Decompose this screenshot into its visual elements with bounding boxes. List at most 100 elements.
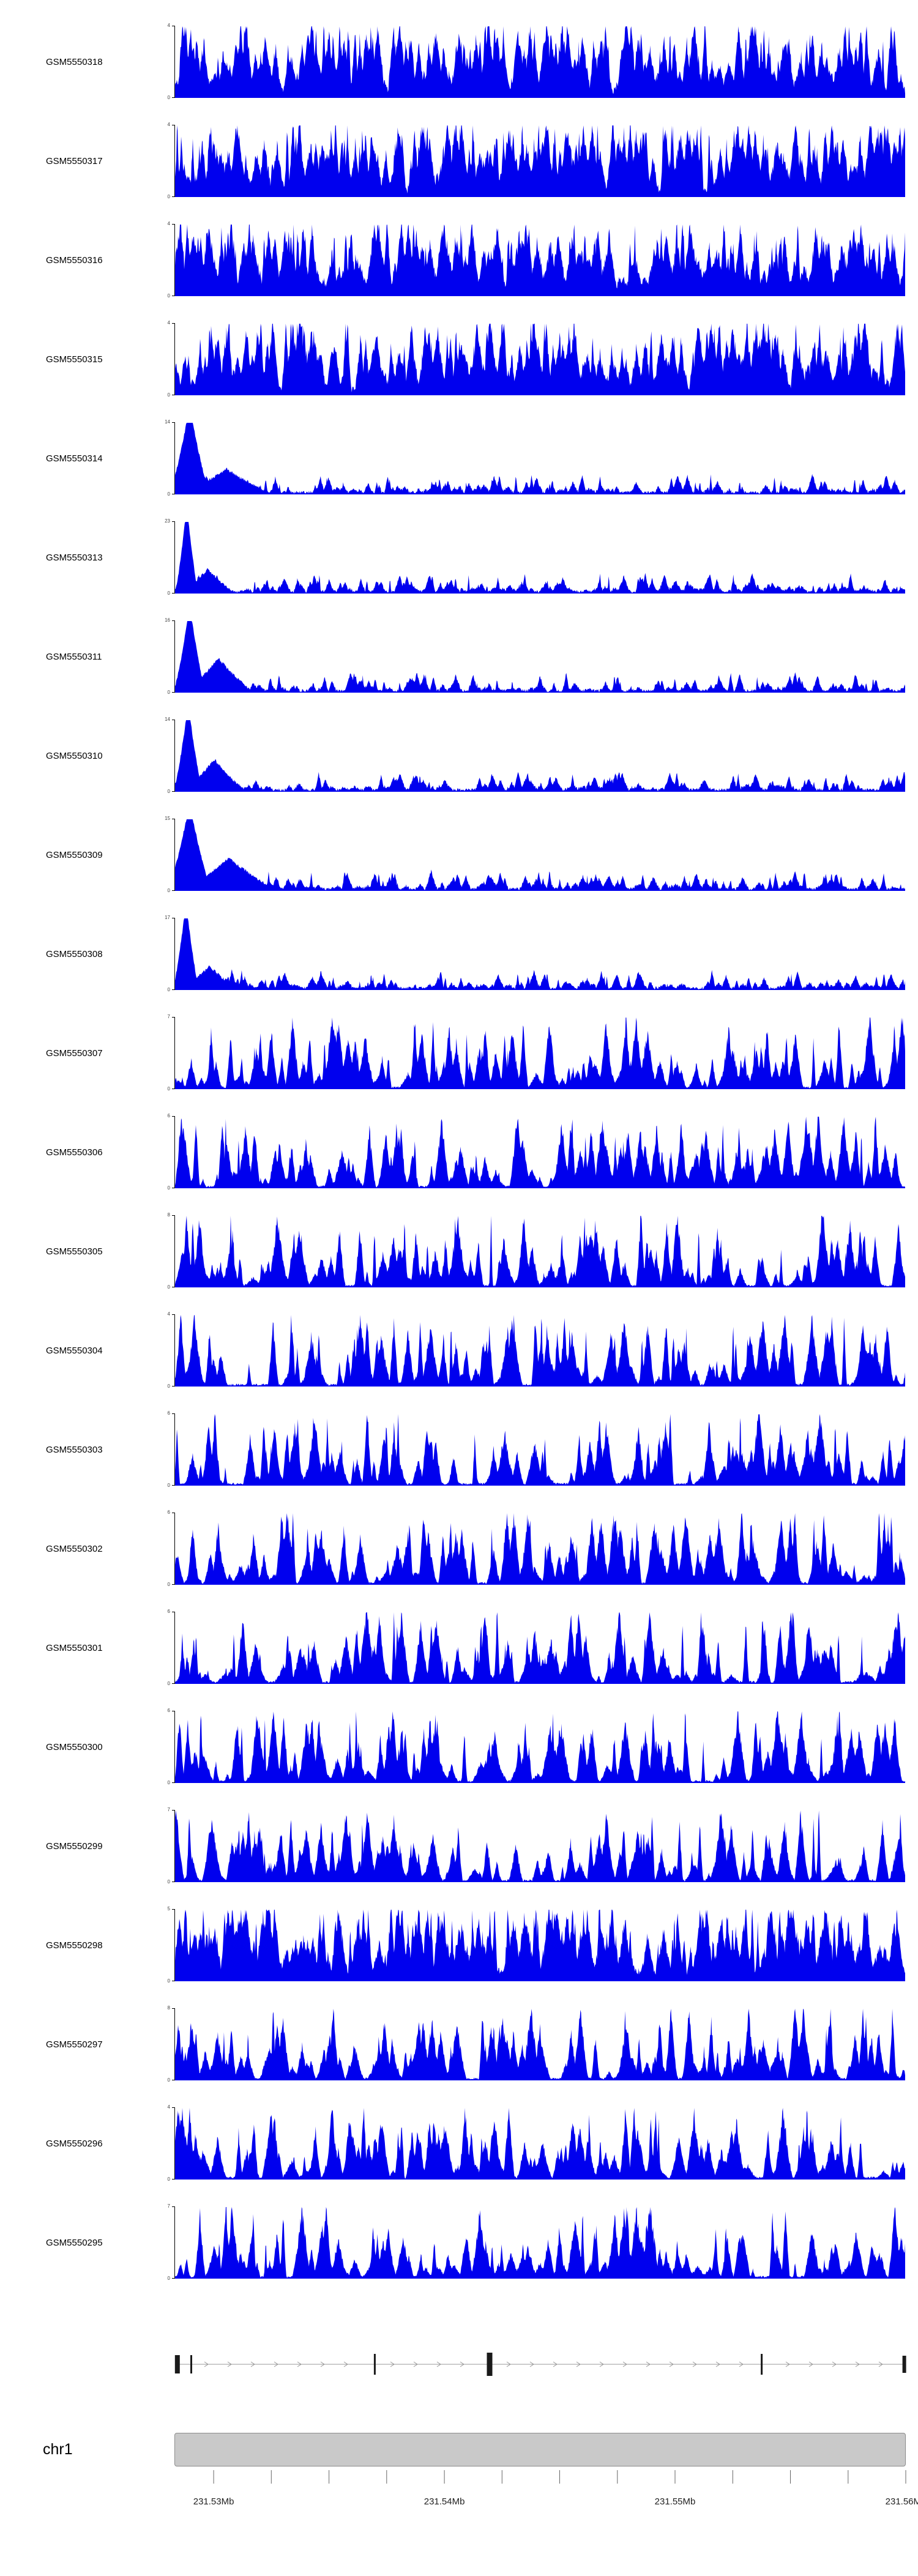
signal-area bbox=[175, 2009, 906, 2080]
strand-arrow-icon bbox=[878, 2361, 883, 2367]
y-zero-label: 0 bbox=[167, 1483, 170, 1488]
signal-svg bbox=[175, 1018, 906, 1089]
signal-plot bbox=[174, 620, 906, 693]
strand-arrow-icon bbox=[715, 2361, 720, 2367]
y-zero-label: 0 bbox=[167, 1780, 170, 1785]
y-max-label: 4 bbox=[167, 23, 170, 28]
coverage-track-row: GSM5550316 4 0 bbox=[0, 221, 918, 299]
signal-plot bbox=[174, 918, 906, 990]
sample-label: GSM5550316 bbox=[46, 255, 103, 266]
signal-svg bbox=[175, 819, 906, 891]
coverage-track-row: GSM5550299 7 0 bbox=[0, 1807, 918, 1885]
y-zero-label: 0 bbox=[167, 2176, 170, 2182]
signal-area bbox=[175, 720, 906, 792]
chromosome-ideogram bbox=[174, 2433, 906, 2466]
signal-area bbox=[175, 1414, 906, 1486]
signal-plot bbox=[174, 1017, 906, 1089]
y-axis-top-tick bbox=[172, 620, 174, 621]
signal-svg bbox=[175, 720, 906, 792]
strand-arrow-icon bbox=[390, 2361, 395, 2367]
signal-plot bbox=[174, 521, 906, 594]
signal-svg bbox=[175, 225, 906, 296]
signal-svg bbox=[175, 1711, 906, 1783]
signal-svg bbox=[175, 2207, 906, 2279]
sample-label: GSM5550297 bbox=[46, 2039, 103, 2050]
y-axis-bottom-tick bbox=[172, 1386, 174, 1387]
sample-label: GSM5550295 bbox=[46, 2237, 103, 2248]
signal-area bbox=[175, 1811, 906, 1882]
y-zero-label: 0 bbox=[167, 293, 170, 299]
track-y-axis: 16 0 bbox=[156, 618, 174, 695]
signal-plot bbox=[174, 224, 906, 296]
signal-plot bbox=[174, 323, 906, 395]
strand-arrow-icon bbox=[274, 2361, 278, 2367]
y-zero-label: 0 bbox=[167, 1086, 170, 1092]
y-max-label: 15 bbox=[165, 816, 170, 821]
y-max-label: 6 bbox=[167, 1113, 170, 1119]
y-zero-label: 0 bbox=[167, 1879, 170, 1885]
signal-plot bbox=[174, 720, 906, 792]
axis-label: 231.54Mb bbox=[424, 2496, 465, 2507]
sample-label: GSM5550309 bbox=[46, 849, 103, 860]
strand-arrow-icon bbox=[436, 2361, 441, 2367]
gene-model-track bbox=[0, 2334, 918, 2395]
y-max-label: 4 bbox=[167, 1311, 170, 1317]
strand-arrow-icon bbox=[785, 2361, 790, 2367]
y-max-label: 4 bbox=[167, 320, 170, 326]
sample-label: GSM5550298 bbox=[46, 1940, 103, 1951]
y-zero-label: 0 bbox=[167, 1284, 170, 1290]
sample-label: GSM5550303 bbox=[46, 1444, 103, 1455]
signal-area bbox=[175, 2108, 906, 2180]
y-axis-top-tick bbox=[172, 2107, 174, 2108]
coverage-track-row: GSM5550310 14 0 bbox=[0, 717, 918, 794]
strand-arrow-icon bbox=[413, 2361, 418, 2367]
signal-plot bbox=[174, 1612, 906, 1684]
sample-label: GSM5550302 bbox=[46, 1543, 103, 1554]
y-zero-label: 0 bbox=[167, 194, 170, 199]
y-max-label: 14 bbox=[165, 717, 170, 722]
coverage-track-row: GSM5550317 4 0 bbox=[0, 122, 918, 199]
y-max-label: 6 bbox=[167, 1609, 170, 1614]
y-axis-bottom-tick bbox=[172, 2278, 174, 2279]
coverage-track-row: GSM5550307 7 0 bbox=[0, 1014, 918, 1092]
exon-box bbox=[761, 2354, 763, 2375]
coverage-track-row: GSM5550303 6 0 bbox=[0, 1410, 918, 1488]
y-max-label: 5 bbox=[167, 1906, 170, 1912]
signal-area bbox=[175, 1018, 906, 1089]
coverage-tracks-section: GSM5550318 4 0 GSM5550317 4 0 GSM5550316 4 0 GSM5… bbox=[0, 23, 918, 2281]
chromosome-ideogram-row: chr1 bbox=[0, 2433, 918, 2466]
signal-area bbox=[175, 324, 906, 395]
signal-svg bbox=[175, 1612, 906, 1684]
track-y-axis: 15 0 bbox=[156, 816, 174, 893]
y-max-label: 8 bbox=[167, 1212, 170, 1218]
exon-box bbox=[487, 2353, 493, 2376]
y-axis-bottom-tick bbox=[172, 692, 174, 693]
coverage-track-row: GSM5550296 4 0 bbox=[0, 2104, 918, 2182]
signal-plot bbox=[174, 1215, 906, 1287]
signal-area bbox=[175, 26, 906, 98]
y-max-label: 4 bbox=[167, 2104, 170, 2110]
signal-svg bbox=[175, 2009, 906, 2080]
signal-area bbox=[175, 1513, 906, 1585]
y-axis-bottom-tick bbox=[172, 1584, 174, 1585]
sample-label: GSM5550315 bbox=[46, 354, 103, 365]
sample-label: GSM5550313 bbox=[46, 552, 103, 563]
y-axis-bottom-tick bbox=[172, 1683, 174, 1684]
strand-arrow-icon bbox=[297, 2361, 302, 2367]
signal-plot bbox=[174, 819, 906, 891]
signal-area bbox=[175, 1711, 906, 1783]
signal-area bbox=[175, 125, 906, 197]
exon-box bbox=[373, 2354, 376, 2375]
sample-label: GSM5550317 bbox=[46, 155, 103, 166]
coverage-track-row: GSM5550314 14 0 bbox=[0, 420, 918, 497]
y-zero-label: 0 bbox=[167, 1185, 170, 1191]
axis-label-spacer bbox=[0, 2466, 156, 2522]
strand-arrow-icon bbox=[553, 2361, 558, 2367]
y-max-label: 6 bbox=[167, 1410, 170, 1416]
signal-area bbox=[175, 621, 906, 693]
y-zero-label: 0 bbox=[167, 1582, 170, 1587]
y-axis-top-tick bbox=[172, 1909, 174, 1910]
